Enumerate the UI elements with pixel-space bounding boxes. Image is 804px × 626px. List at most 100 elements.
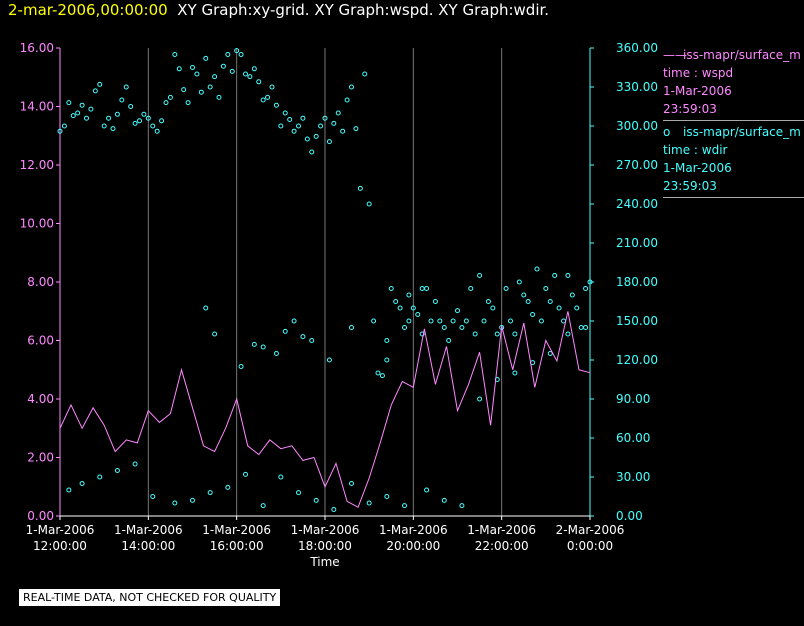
wdir-point bbox=[216, 94, 222, 100]
wdir-point bbox=[406, 292, 412, 298]
left-tick-label: 8.00 bbox=[27, 275, 54, 289]
wdir-point bbox=[194, 71, 200, 77]
wdir-point bbox=[300, 334, 306, 340]
left-tick-label: 16.00 bbox=[20, 41, 54, 55]
wdir-point bbox=[521, 292, 527, 298]
wdir-point bbox=[477, 396, 483, 402]
wdir-point bbox=[424, 286, 430, 291]
wdir-point bbox=[441, 325, 447, 330]
wdir-point bbox=[150, 494, 156, 499]
wdir-point bbox=[340, 128, 346, 134]
wdir-point bbox=[428, 318, 434, 324]
right-tick-label: 270.00 bbox=[616, 158, 658, 172]
wdir-point bbox=[574, 305, 580, 311]
wdir-point bbox=[110, 126, 116, 132]
wdir-point bbox=[229, 68, 235, 74]
wdir-point bbox=[384, 494, 390, 499]
wdir-point bbox=[326, 357, 332, 363]
wdir-point bbox=[260, 503, 266, 509]
wdir-point bbox=[145, 115, 151, 121]
wdir-point bbox=[318, 123, 324, 129]
x-tick-label-time: 16:00:00 bbox=[210, 539, 264, 553]
wdir-point bbox=[384, 338, 390, 343]
wdir-point bbox=[123, 84, 129, 90]
wdir-point bbox=[225, 52, 231, 57]
wdir-point bbox=[190, 497, 195, 503]
wdir-point bbox=[547, 351, 553, 356]
wdir-point bbox=[207, 490, 213, 496]
wdir-point bbox=[490, 305, 496, 311]
x-tick-label-date: 1-Mar-2006 bbox=[202, 523, 271, 537]
wdir-point bbox=[349, 481, 354, 486]
window-title: 2-mar-2006,00:00:00 XY Graph:xy-grid. XY… bbox=[8, 1, 549, 19]
wspd-line bbox=[59, 311, 591, 508]
wdir-point bbox=[159, 118, 165, 124]
title-graph-names: XY Graph:xy-grid. XY Graph:wspd. XY Grap… bbox=[177, 1, 550, 19]
axis-labels: 0.00 2.00 4.00 6.00 8.00 10.00 12.00 14.00 16.00… bbox=[20, 41, 658, 569]
wdir-point bbox=[357, 185, 363, 191]
wdir-point bbox=[198, 89, 204, 95]
wdir-point bbox=[402, 325, 407, 330]
legend-line-symbol: —— bbox=[663, 48, 687, 62]
wdir-point bbox=[251, 341, 257, 347]
wdir-point bbox=[176, 66, 182, 72]
wdir-point bbox=[296, 123, 301, 129]
wdir-point bbox=[565, 331, 571, 337]
wdir-point bbox=[437, 318, 443, 324]
right-tick-label: 330.00 bbox=[616, 80, 658, 94]
wdir-point bbox=[220, 63, 226, 69]
wdir-point bbox=[410, 305, 416, 311]
wdir-point bbox=[172, 52, 178, 57]
wdir-point bbox=[238, 52, 244, 57]
wdir-point bbox=[114, 111, 120, 117]
left-tick-label: 4.00 bbox=[27, 392, 54, 406]
wdir-point bbox=[207, 84, 213, 90]
wdir-point bbox=[459, 325, 465, 330]
wdir-point bbox=[132, 120, 138, 126]
quality-notice: REAL-TIME DATA, NOT CHECKED FOR QUALITY bbox=[19, 589, 281, 606]
wdir-point bbox=[66, 100, 72, 106]
wdir-point bbox=[172, 500, 178, 506]
wdir-point bbox=[225, 484, 231, 490]
wdir-point bbox=[583, 286, 589, 291]
wdir-point bbox=[273, 102, 279, 108]
wdir-point bbox=[150, 123, 156, 129]
wdir-point bbox=[181, 87, 187, 93]
title-timestamp: 2-mar-2006,00:00:00 bbox=[8, 1, 168, 19]
left-tick-label: 10.00 bbox=[20, 217, 54, 231]
wdir-point bbox=[472, 331, 478, 337]
wdir-point bbox=[569, 292, 575, 298]
wdir-point bbox=[477, 273, 483, 278]
wdir-point bbox=[282, 328, 288, 334]
wdir-point bbox=[75, 110, 81, 116]
wdir-point bbox=[92, 88, 98, 94]
legend-label: iss-mapr/surface_m bbox=[683, 125, 801, 139]
wdir-point bbox=[326, 139, 332, 145]
wdir-point bbox=[538, 318, 544, 324]
wdir-point bbox=[468, 286, 474, 291]
wdir-point bbox=[512, 331, 518, 337]
wdir-point bbox=[203, 305, 209, 311]
wdir-point bbox=[282, 110, 288, 116]
wdir-point bbox=[508, 318, 513, 324]
wdir-point bbox=[106, 115, 112, 121]
wdir-point bbox=[561, 318, 566, 324]
wdir-point bbox=[349, 84, 354, 90]
right-tick-label: 0.00 bbox=[616, 509, 643, 523]
wdir-point bbox=[366, 500, 372, 506]
legend-field: time : wspd bbox=[663, 66, 734, 80]
x-tick-label-date: 1-Mar-2006 bbox=[379, 523, 448, 537]
wdir-point bbox=[114, 468, 120, 473]
x-tick-label-time: 22:00:00 bbox=[475, 539, 529, 553]
wdir-point bbox=[322, 115, 328, 121]
wdir-point bbox=[309, 338, 315, 343]
x-tick-label-time: 18:00:00 bbox=[298, 539, 352, 553]
wdir-point bbox=[163, 100, 169, 106]
wdir-point bbox=[397, 305, 403, 311]
wdir-point bbox=[203, 55, 209, 61]
legend-date: 1-Mar-2006 bbox=[663, 84, 732, 98]
axes bbox=[56, 47, 594, 520]
wdir-point bbox=[503, 286, 509, 291]
wdir-point bbox=[313, 133, 319, 139]
